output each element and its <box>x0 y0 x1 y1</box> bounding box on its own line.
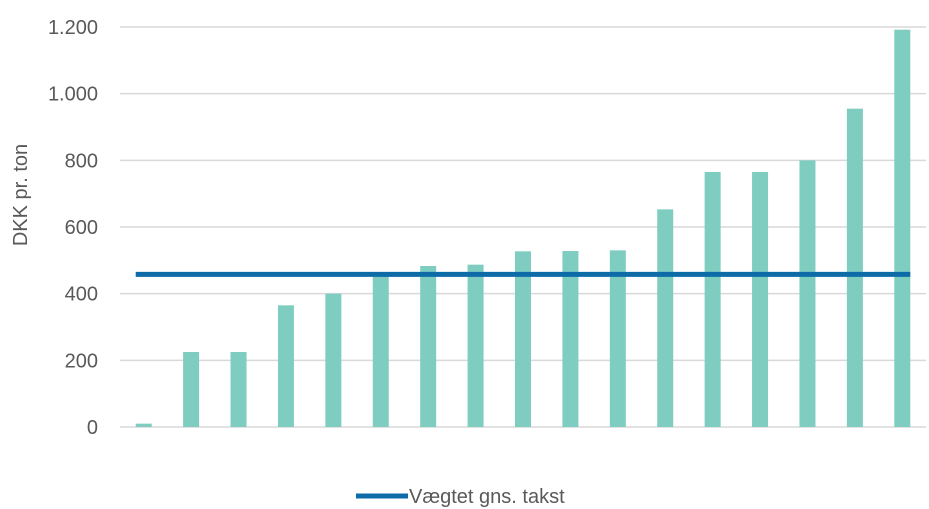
bar <box>183 352 200 427</box>
bar <box>704 172 721 427</box>
bar <box>894 29 911 428</box>
y-tick-label: 0 <box>87 417 98 439</box>
bar <box>325 293 342 427</box>
y-tick-label: 1.000 <box>48 84 98 106</box>
bar <box>230 352 247 427</box>
bars <box>135 29 911 428</box>
y-tick-label: 200 <box>65 350 98 372</box>
y-axis-title: DKK pr. ton <box>10 144 32 246</box>
y-axis-ticks: 0 200 400 600 800 1.000 1.200 <box>48 17 98 439</box>
bar <box>609 250 626 427</box>
bar <box>657 209 674 427</box>
y-tick-label: 400 <box>65 284 98 306</box>
bar <box>799 160 816 428</box>
y-tick-label: 600 <box>65 217 98 239</box>
bar <box>752 172 769 427</box>
bar <box>562 251 579 427</box>
bar <box>420 266 437 427</box>
y-tick-label: 1.200 <box>48 17 98 39</box>
bar <box>846 108 863 428</box>
bar <box>277 305 294 427</box>
legend: Vægtet gns. takst <box>356 486 565 508</box>
legend-label: Vægtet gns. takst <box>409 486 565 508</box>
bar <box>372 273 389 427</box>
bar <box>135 423 152 427</box>
bar <box>515 251 531 427</box>
y-tick-label: 800 <box>65 150 98 172</box>
bar <box>467 264 484 427</box>
